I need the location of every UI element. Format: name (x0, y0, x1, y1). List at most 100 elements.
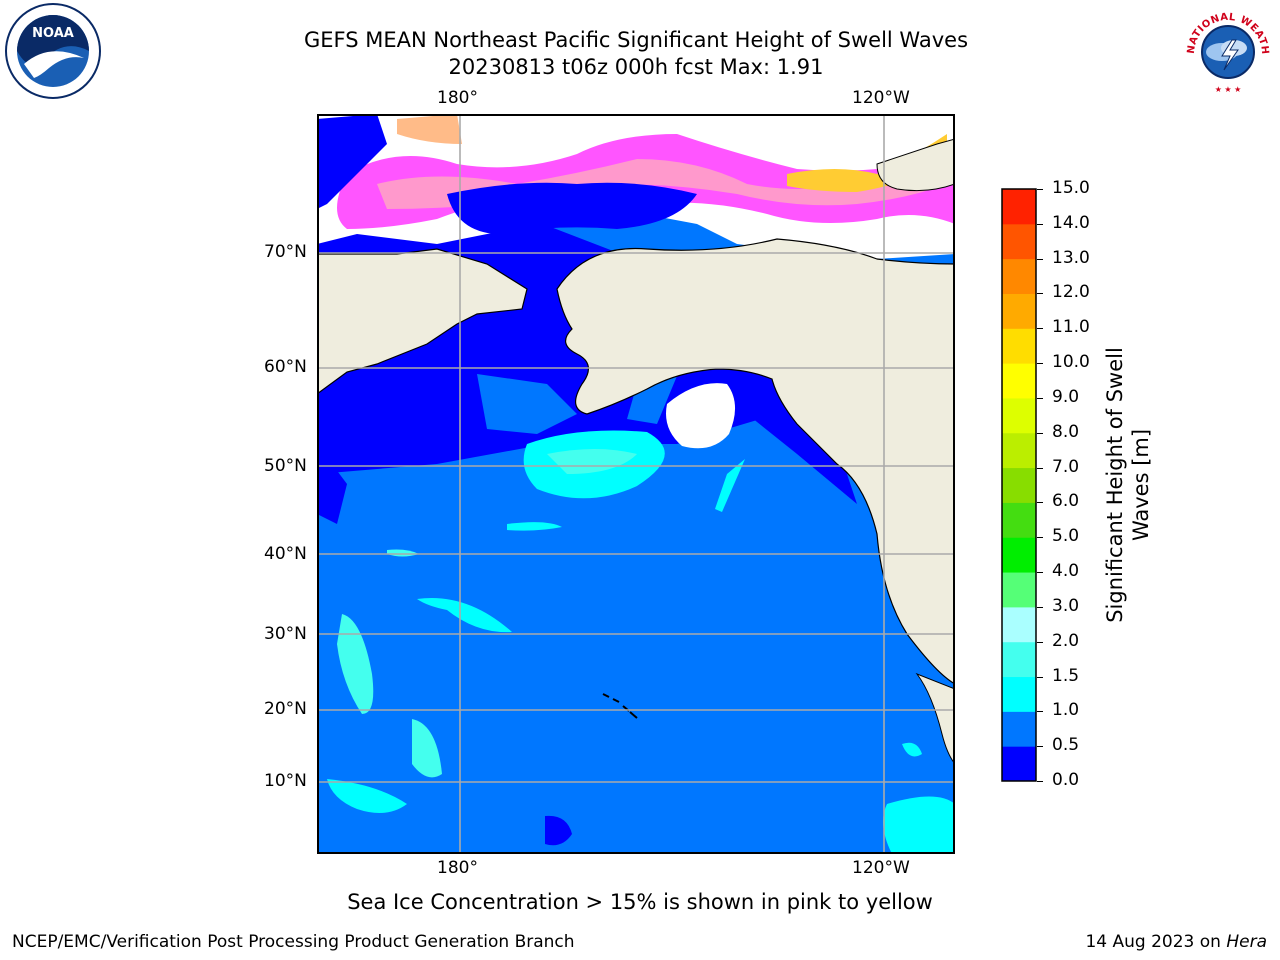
land-hawaii (602, 693, 638, 719)
colorbar-tick (1037, 711, 1043, 713)
colorbar-swatch (1002, 189, 1036, 225)
colorbar-swatch (1002, 258, 1036, 294)
svg-text:NOAA: NOAA (32, 26, 74, 41)
colorbar-swatch (1002, 676, 1036, 712)
swell-patch-west-30n (337, 614, 374, 714)
colorbar-swatch (1002, 537, 1036, 573)
swell-patch-east-pacific (507, 522, 562, 531)
swell-patch-west-20n (412, 719, 442, 778)
national-weather-service-logo: NATIONAL WEATHER SERVICE ★ ★ ★ (1176, 0, 1276, 98)
colorbar-tick (1037, 641, 1043, 643)
no-data-gulf (666, 383, 736, 449)
colorbar-tick (1037, 189, 1043, 190)
lon-label-bottom-180: 180° (437, 858, 478, 878)
swell-patch-gulf-inner (547, 449, 637, 474)
low-swell-region-west (317, 444, 347, 524)
colorbar-tick-label: 6.0 (1052, 491, 1080, 512)
colorbar-tick-label: 1.0 (1052, 700, 1080, 721)
colorbar-swatch (1002, 223, 1036, 260)
lat-label-40n: 40°N (264, 544, 307, 564)
map-grid (317, 114, 955, 854)
colorbar-tick (1037, 781, 1043, 782)
swell-patch-se (883, 796, 955, 854)
colorbar-tick-label: 4.0 (1052, 561, 1080, 582)
colorbar-tick-label: 10.0 (1052, 352, 1090, 373)
footer-host: Hera (1226, 932, 1267, 952)
swell-patch-sw (327, 779, 407, 813)
swell-patch-small-se (902, 742, 922, 757)
sea-ice-caption: Sea Ice Concentration > 15% is shown in … (347, 890, 933, 914)
arctic-low-swell (317, 114, 387, 209)
lon-label-bottom-120w: 120°W (852, 858, 910, 878)
lat-label-20n: 20°N (264, 699, 307, 719)
colorbar-tick (1037, 676, 1043, 678)
colorbar-tick (1037, 432, 1043, 434)
lon-label-top-180: 180° (437, 88, 478, 108)
colorbar-frame (1001, 188, 1037, 782)
land-alaska-canada (556, 238, 955, 685)
colorbar-tick-label: 3.0 (1052, 595, 1080, 616)
land-arctic-islands (876, 138, 955, 192)
colorbar-tick (1037, 537, 1043, 539)
colorbar-swatch (1002, 711, 1036, 747)
colorbar-swatch (1002, 397, 1036, 434)
colorbar-swatch (1002, 363, 1036, 399)
colorbar-tick-label: 0.0 (1052, 770, 1080, 790)
lon-label-top-120w: 120°W (852, 88, 910, 108)
colorbar-swatch (1002, 572, 1036, 608)
colorbar-swatch (1002, 606, 1036, 643)
sea-ice-high-concentration-west (397, 114, 462, 144)
colorbar-swatch (1002, 641, 1036, 678)
colorbar-tick-label: 1.5 (1052, 665, 1080, 686)
land-siberia (317, 248, 528, 395)
lat-label-30n: 30°N (264, 624, 307, 644)
swell-height-map (317, 114, 955, 854)
chart-subtitle: 20230813 t06z 000h fcst Max: 1.91 (448, 55, 824, 79)
footer-producer: NCEP/EMC/Verification Post Processing Pr… (12, 932, 575, 952)
colorbar-swatch (1002, 746, 1036, 782)
colorbar-swatch (1002, 502, 1036, 538)
low-swell-region-east (737, 364, 857, 504)
colorbar-tick-label: 5.0 (1052, 526, 1080, 547)
colorbar-tick (1037, 328, 1043, 330)
colorbar-tick (1037, 606, 1043, 608)
colorbar-tick-label: 13.0 (1052, 247, 1090, 268)
lat-label-60n: 60°N (264, 357, 307, 377)
swell-patch-midlat (417, 597, 512, 633)
footer-date: 14 Aug 2023 on Hera (1085, 932, 1267, 952)
colorbar-tick (1037, 223, 1043, 225)
colorbar-tick-label: 12.0 (1052, 282, 1090, 303)
colorbar-title-line2: Waves [m] (1129, 428, 1153, 542)
lat-label-70n: 70°N (264, 242, 307, 262)
colorbar-tick-label: 9.0 (1052, 386, 1080, 407)
colorbar-swatch (1002, 328, 1036, 364)
svg-text:★ ★ ★: ★ ★ ★ (1215, 85, 1242, 94)
colorbar-tick-label: 15.0 (1052, 178, 1090, 198)
lat-label-50n: 50°N (264, 456, 307, 476)
colorbar-swatch (1002, 467, 1036, 503)
colorbar-tick (1037, 293, 1043, 295)
colorbar-tick (1037, 363, 1043, 365)
colorbar-tick-label: 2.0 (1052, 630, 1080, 651)
colorbar-tick-label: 14.0 (1052, 212, 1090, 233)
swell-patch-northeast-streak (715, 459, 745, 512)
lat-label-10n: 10°N (264, 771, 307, 791)
colorbar-swatch (1002, 293, 1036, 329)
noaa-logo: NOAA (4, 2, 102, 100)
colorbar-swatch (1002, 432, 1036, 469)
arctic-low-swell-mid (447, 182, 697, 234)
colorbar-tick-label: 7.0 (1052, 456, 1080, 477)
footer-date-text: 14 Aug 2023 on (1085, 932, 1221, 952)
colorbar-title-line1: Significant Height of Swell (1103, 347, 1127, 623)
chart-title: GEFS MEAN Northeast Pacific Significant … (303, 28, 969, 52)
colorbar-tick (1037, 746, 1043, 748)
colorbar-tick (1037, 467, 1043, 469)
colorbar-tick (1037, 397, 1043, 399)
colorbar-tick (1037, 572, 1043, 574)
bering-mid-patch (477, 374, 577, 434)
colorbar-tick-label: 11.0 (1052, 317, 1090, 338)
colorbar-tick-label: 8.0 (1052, 421, 1080, 442)
colorbar-tick (1037, 502, 1043, 504)
low-swell-patch-south (545, 815, 572, 846)
map-frame (317, 114, 955, 854)
